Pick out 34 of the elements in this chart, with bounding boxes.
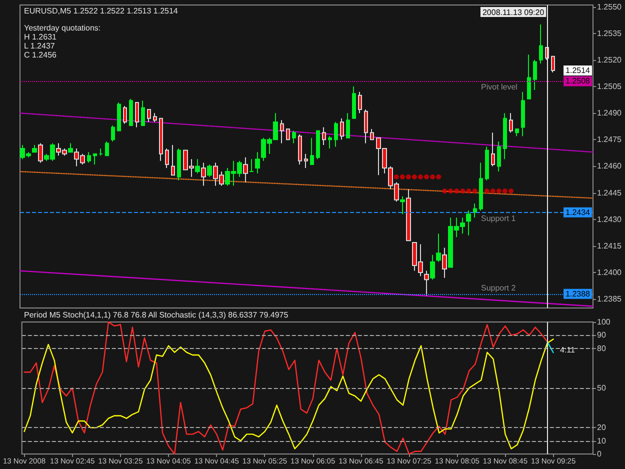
y-tick-label: 90 bbox=[597, 330, 606, 340]
y-tick-label: 1.2385 bbox=[597, 294, 622, 304]
y-tick-label: 1.2400 bbox=[597, 268, 622, 278]
ref-line-label: Support 2 bbox=[481, 283, 516, 292]
annotation: 1.2508 bbox=[566, 76, 591, 86]
y-tick-label: 1.2445 bbox=[597, 188, 622, 198]
annotation: L 1.2437 bbox=[24, 42, 56, 50]
y-tick-label: 1.2475 bbox=[597, 135, 622, 144]
y-tick-label: 50 bbox=[597, 384, 606, 392]
y-tick-label: 1.2550 bbox=[597, 2, 622, 12]
y-tick-label: 1.2520 bbox=[597, 55, 622, 64]
annotation: 1.2388 bbox=[566, 289, 591, 298]
annotation: 1.2514 bbox=[566, 66, 591, 76]
y-tick-label: 1.2535 bbox=[597, 28, 622, 38]
ref-line-label: 2008.11.13 09:20 bbox=[482, 8, 545, 17]
y-tick-label: 20 bbox=[597, 423, 606, 432]
y-tick-label: 1.2430 bbox=[597, 214, 622, 224]
y-tick-label: 1.2415 bbox=[597, 241, 622, 250]
y-tick-label: 1.2490 bbox=[597, 108, 622, 118]
annotation: Yesterday quotations: bbox=[24, 24, 101, 32]
chart-title: EURUSD,M5 1.2522 1.2522 1.2513 1.2514 bbox=[24, 6, 178, 16]
y-tick-label: 80 bbox=[597, 344, 606, 353]
annotation: 4:11 bbox=[560, 346, 576, 354]
ref-line-label: Support 1 bbox=[481, 214, 516, 223]
annotation: H 1.2631 bbox=[24, 32, 58, 42]
chart-title: Period M5 Stoch(14,1,1) 76.8 76.8 All Stochastic (14,3,3) 86.6337 79.4975 bbox=[24, 310, 289, 320]
y-tick-label: 10 bbox=[597, 436, 606, 446]
annotation: 1.2434 bbox=[566, 208, 591, 217]
y-tick-label: 100 bbox=[597, 318, 611, 326]
y-tick-label: 1.2505 bbox=[597, 82, 622, 92]
y-tick-label: 1.2460 bbox=[597, 162, 622, 171]
ref-line-label: Pivot level bbox=[481, 82, 518, 92]
annotation: C 1.2456 bbox=[24, 50, 58, 60]
y-tick-label: 0 bbox=[597, 450, 602, 458]
